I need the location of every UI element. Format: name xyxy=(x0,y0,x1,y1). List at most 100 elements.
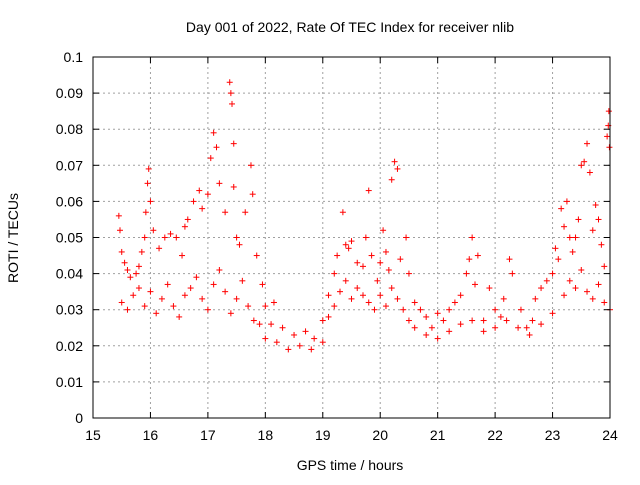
data-point xyxy=(377,259,384,266)
data-point xyxy=(230,140,237,147)
data-point xyxy=(247,162,254,169)
data-point xyxy=(391,158,398,165)
data-point xyxy=(523,324,530,331)
data-point xyxy=(555,256,562,263)
data-point xyxy=(474,252,481,259)
data-point xyxy=(133,270,140,277)
data-point xyxy=(403,234,410,241)
data-point xyxy=(118,248,125,255)
x-tick-label: 18 xyxy=(258,427,274,443)
data-point xyxy=(362,234,369,241)
data-point xyxy=(285,346,292,353)
data-point xyxy=(549,310,556,317)
data-point xyxy=(509,270,516,277)
data-point xyxy=(517,306,524,313)
data-point xyxy=(480,328,487,335)
x-tick-label: 24 xyxy=(602,427,618,443)
plot-frame xyxy=(92,56,611,419)
y-tick-label: 0.02 xyxy=(56,338,83,354)
data-point xyxy=(382,303,389,310)
data-point xyxy=(394,295,401,302)
data-point xyxy=(572,234,579,241)
data-point xyxy=(601,263,608,270)
data-point xyxy=(250,317,257,324)
data-point xyxy=(167,230,174,237)
data-point xyxy=(405,270,412,277)
data-point xyxy=(279,324,286,331)
data-point xyxy=(199,205,206,212)
data-point xyxy=(411,324,418,331)
data-point xyxy=(245,303,252,310)
data-point xyxy=(242,209,249,216)
data-point xyxy=(115,212,122,219)
data-point xyxy=(229,100,236,107)
data-point xyxy=(147,288,154,295)
data-point xyxy=(497,313,504,320)
y-tick-label: 0.07 xyxy=(56,157,83,173)
data-point xyxy=(592,202,599,209)
data-point xyxy=(578,162,585,169)
data-point xyxy=(141,303,148,310)
data-point xyxy=(529,317,536,324)
data-point xyxy=(236,241,243,248)
data-point xyxy=(428,324,435,331)
data-point xyxy=(262,303,269,310)
data-point xyxy=(359,263,366,270)
data-point xyxy=(233,295,240,302)
data-point xyxy=(365,299,372,306)
data-point xyxy=(337,288,344,295)
data-point xyxy=(604,133,611,140)
data-point xyxy=(466,256,473,263)
data-point xyxy=(124,306,131,313)
data-point xyxy=(486,285,493,292)
x-tick-label: 16 xyxy=(143,427,159,443)
data-point xyxy=(158,295,165,302)
data-point xyxy=(184,216,191,223)
data-point xyxy=(354,285,361,292)
y-tick-label: 0.08 xyxy=(56,121,83,137)
data-point xyxy=(147,198,154,205)
data-point xyxy=(561,292,568,299)
data-point xyxy=(127,274,134,281)
x-tick-label: 22 xyxy=(487,427,503,443)
data-point xyxy=(308,346,315,353)
data-point xyxy=(572,285,579,292)
data-point xyxy=(222,209,229,216)
data-point xyxy=(216,180,223,187)
data-points xyxy=(115,79,613,353)
data-point xyxy=(230,183,237,190)
data-point xyxy=(561,223,568,230)
data-point xyxy=(601,299,608,306)
data-point xyxy=(388,285,395,292)
data-point xyxy=(440,317,447,324)
data-point xyxy=(196,187,203,194)
data-point xyxy=(302,328,309,335)
data-point xyxy=(193,274,200,281)
data-point xyxy=(227,90,234,97)
y-tick-label: 0.1 xyxy=(64,49,84,65)
data-point xyxy=(226,79,233,86)
data-point xyxy=(377,292,384,299)
data-point xyxy=(207,155,214,162)
data-point xyxy=(558,205,565,212)
x-tick-label: 23 xyxy=(545,427,561,443)
data-point xyxy=(451,299,458,306)
data-point xyxy=(385,266,392,273)
data-point xyxy=(319,317,326,324)
data-point xyxy=(538,285,545,292)
data-point xyxy=(382,248,389,255)
data-point xyxy=(331,303,338,310)
y-tick-label: 0.09 xyxy=(56,85,83,101)
data-point xyxy=(434,310,441,317)
data-point xyxy=(345,245,352,252)
y-tick-label: 0.03 xyxy=(56,302,83,318)
data-point xyxy=(566,277,573,284)
data-point xyxy=(325,313,332,320)
data-point xyxy=(156,245,163,252)
data-point xyxy=(176,313,183,320)
x-axis-label: GPS time / hours xyxy=(297,457,404,473)
data-point xyxy=(130,292,137,299)
data-point xyxy=(506,256,513,263)
data-point xyxy=(492,324,499,331)
